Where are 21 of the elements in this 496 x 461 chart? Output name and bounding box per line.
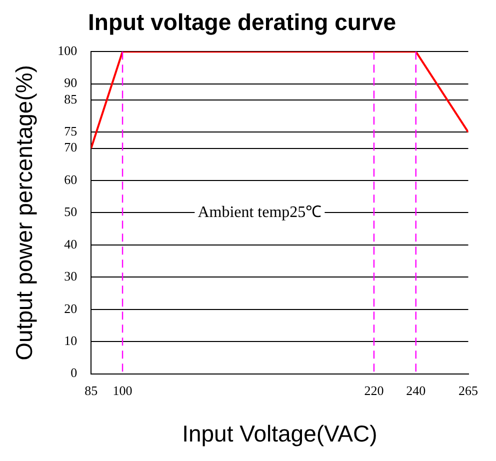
x-tick-label: 265 (458, 383, 478, 398)
x-tick-label: 220 (364, 383, 384, 398)
y-tick-label: 20 (64, 300, 78, 316)
x-tick-label: 85 (84, 383, 98, 398)
y-tick-label: 75 (64, 124, 78, 139)
x-tick-label: 240 (406, 383, 426, 398)
annotation: Ambient temp25℃ (198, 204, 322, 221)
y-tick-label: 10 (64, 333, 78, 348)
y-tick-label: 70 (64, 140, 78, 155)
y-tick-label: 60 (64, 172, 78, 187)
y-tick-label: 100 (58, 43, 78, 58)
y-tick-label: 30 (64, 268, 78, 284)
y-tick-label: 50 (64, 204, 78, 220)
y-tick-label: 40 (64, 236, 78, 252)
chart-title: Input voltage derating curve (88, 9, 396, 36)
x-tick-label: 100 (112, 383, 132, 398)
y-tick-label: 90 (64, 75, 78, 90)
x-axis-title: Input Voltage(VAC) (182, 420, 378, 447)
y-tick-label: 0 (70, 365, 78, 380)
y-axis-title: Output power percentage(%) (11, 65, 38, 360)
y-tick-label: 85 (64, 91, 78, 106)
